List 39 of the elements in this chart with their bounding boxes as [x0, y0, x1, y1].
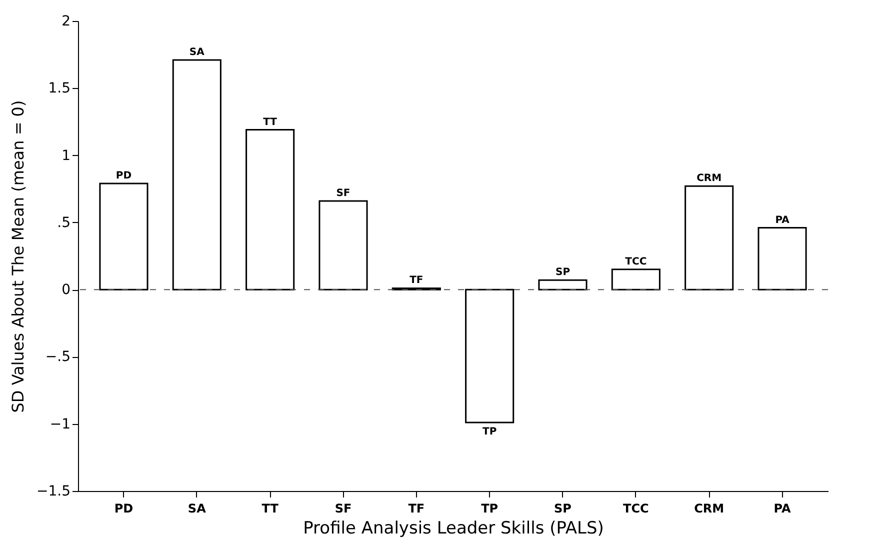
bar	[611, 268, 660, 290]
annotation: TCC	[625, 256, 647, 268]
x-tick-label: TF	[408, 502, 425, 516]
y-tick-label: 0	[62, 282, 70, 298]
x-tick-label: SA	[188, 502, 207, 516]
bar	[246, 129, 295, 290]
bar	[465, 288, 514, 424]
annotation: SA	[189, 46, 205, 58]
annotation: SP	[555, 267, 570, 278]
x-tick-label: TP	[481, 502, 498, 516]
x-tick-label: CRM	[694, 502, 724, 516]
annotation: TF	[410, 275, 424, 286]
x-tick-label: SP	[554, 502, 572, 516]
bar	[758, 227, 807, 290]
y-axis-title: SD Values About The Mean (mean = 0)	[8, 100, 28, 413]
x-tick-label: TCC	[623, 502, 650, 516]
bar	[684, 185, 734, 290]
annotation: CRM	[696, 173, 722, 184]
y-tick-label: −1.5	[36, 484, 70, 500]
y-tick-label: −1	[50, 416, 70, 432]
y-tick-label: 1	[62, 148, 70, 164]
x-axis-title: Profile Analysis Leader Skills (PALS)	[303, 518, 604, 538]
annotation: PD	[116, 170, 132, 182]
y-tick-label: .5	[57, 214, 70, 231]
x-tick-label: TT	[262, 502, 280, 516]
x-tick-label: PD	[114, 502, 134, 516]
y-tick-label: −.5	[45, 349, 70, 366]
x-tick-label: SF	[334, 502, 352, 516]
bar	[99, 182, 148, 290]
y-tick-label: 1.5	[48, 80, 70, 97]
bar	[172, 59, 222, 290]
annotation: TP	[482, 426, 497, 438]
annotation: TT	[263, 116, 278, 128]
annotation: SF	[336, 188, 350, 199]
x-tick-label: PA	[774, 502, 792, 516]
y-tick-label: 2	[62, 14, 70, 30]
bar	[318, 200, 368, 290]
bar	[538, 279, 588, 290]
annotation: PA	[775, 214, 790, 226]
